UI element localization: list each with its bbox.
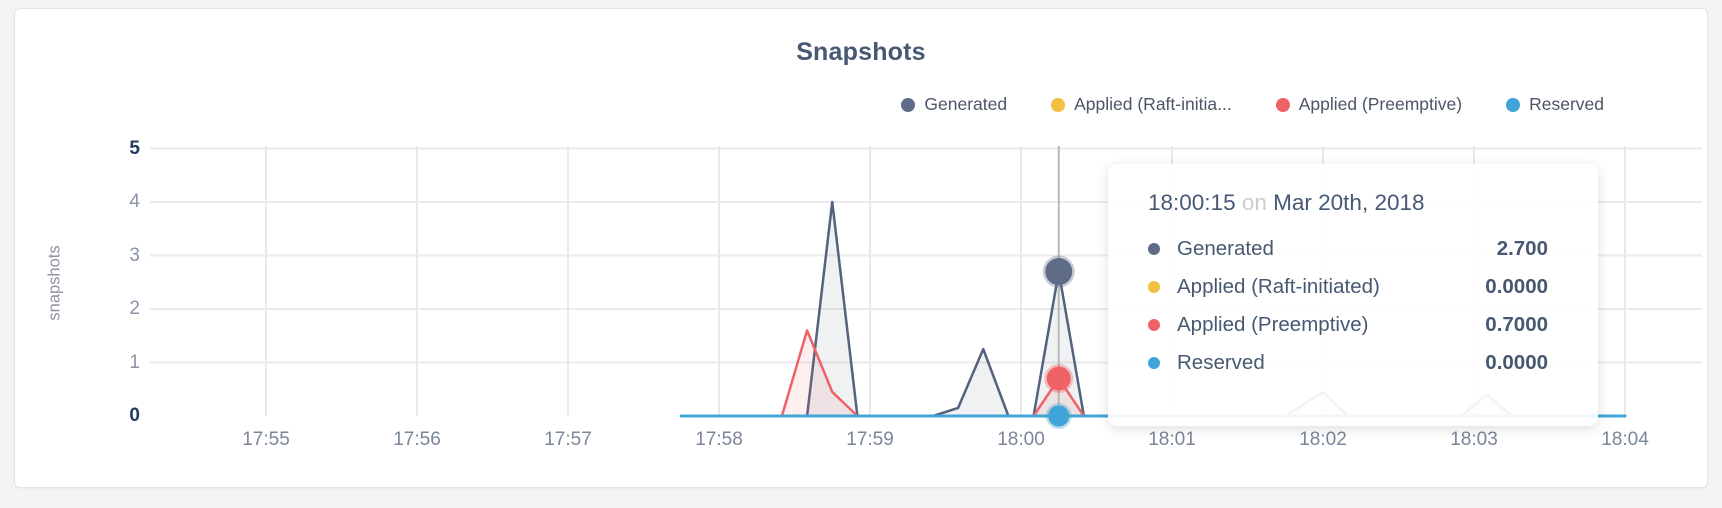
y-tick-label: 3 bbox=[129, 244, 140, 266]
tooltip-series-value: 0.0000 bbox=[1485, 351, 1548, 374]
y-axis-label: snapshots bbox=[45, 245, 64, 321]
legend-label: Reserved bbox=[1529, 94, 1604, 114]
tooltip-series-value: 0.0000 bbox=[1485, 275, 1548, 298]
x-tick-label: 18:04 bbox=[1601, 429, 1649, 450]
y-tick-label: 2 bbox=[129, 298, 140, 319]
y-tick-label: 5 bbox=[129, 137, 140, 159]
legend-dot-icon bbox=[1275, 97, 1290, 112]
tooltip-row: Reserved 0.0000 bbox=[1148, 344, 1548, 382]
tooltip-header: 18:00:15 on Mar 20th, 2018 bbox=[1148, 190, 1548, 216]
legend-label: Generated bbox=[924, 94, 1008, 114]
legend-item-applied-raft-initia-[interactable]: Applied (Raft-initia... bbox=[1051, 94, 1232, 115]
x-tick-label: 17:59 bbox=[846, 429, 894, 450]
x-tick-label: 17:56 bbox=[393, 429, 441, 450]
chart-title: Snapshots bbox=[796, 38, 926, 66]
x-tick-label: 18:01 bbox=[1148, 429, 1196, 450]
legend-item-generated[interactable]: Generated bbox=[901, 94, 1007, 115]
legend-dot-icon bbox=[1506, 97, 1521, 112]
chart-legend: Generated Applied (Raft-initia... Applied … bbox=[901, 94, 1604, 115]
tooltip-on-word: on bbox=[1241, 190, 1267, 215]
tooltip-series-value: 0.7000 bbox=[1485, 313, 1548, 336]
y-tick-label: 0 bbox=[129, 405, 140, 426]
tooltip-series-dot-icon bbox=[1148, 281, 1160, 293]
hover-tooltip: 18:00:15 on Mar 20th, 2018 Generated 2.70… bbox=[1108, 164, 1598, 426]
tooltip-series-label: Generated bbox=[1177, 237, 1274, 260]
legend-dot-icon bbox=[901, 97, 916, 112]
tooltip-row: Applied (Preemptive) 0.7000 bbox=[1148, 306, 1548, 344]
hover-point-generated bbox=[1042, 255, 1075, 288]
tooltip-rows: Generated 2.700 Applied (Raft-initiated) 0.… bbox=[1148, 230, 1548, 382]
x-tick-label: 17:57 bbox=[544, 429, 592, 450]
tooltip-row: Generated 2.700 bbox=[1148, 230, 1548, 268]
tooltip-row: Applied (Raft-initiated) 0.0000 bbox=[1148, 268, 1548, 306]
x-tick-label: 18:02 bbox=[1299, 429, 1347, 450]
x-tick-label: 17:55 bbox=[242, 429, 290, 450]
x-tick-label: 17:58 bbox=[695, 429, 743, 450]
legend-item-applied-preemptive-[interactable]: Applied (Preemptive) bbox=[1275, 94, 1463, 115]
tooltip-series-value: 2.700 bbox=[1496, 237, 1548, 260]
x-tick-label: 18:00 bbox=[997, 429, 1045, 450]
hover-point-applied-preemptive- bbox=[1044, 364, 1074, 394]
tooltip-date: Mar 20th, 2018 bbox=[1273, 190, 1425, 215]
tooltip-series-label: Reserved bbox=[1177, 351, 1265, 374]
tooltip-time: 18:00:15 bbox=[1148, 190, 1236, 215]
y-tick-label: 4 bbox=[129, 191, 140, 212]
hover-point-reserved bbox=[1045, 403, 1072, 429]
legend-label: Applied (Preemptive) bbox=[1298, 94, 1463, 114]
tooltip-series-dot-icon bbox=[1148, 319, 1160, 331]
legend-dot-icon bbox=[1051, 97, 1066, 112]
legend-label: Applied (Raft-initia... bbox=[1074, 94, 1232, 114]
y-tick-label: 1 bbox=[129, 351, 140, 373]
tooltip-series-dot-icon bbox=[1148, 357, 1160, 369]
legend-item-reserved[interactable]: Reserved bbox=[1506, 94, 1604, 115]
tooltip-series-label: Applied (Raft-initiated) bbox=[1177, 275, 1380, 298]
x-tick-label: 18:03 bbox=[1450, 429, 1498, 450]
tooltip-series-label: Applied (Preemptive) bbox=[1177, 313, 1369, 336]
tooltip-series-dot-icon bbox=[1148, 243, 1160, 255]
